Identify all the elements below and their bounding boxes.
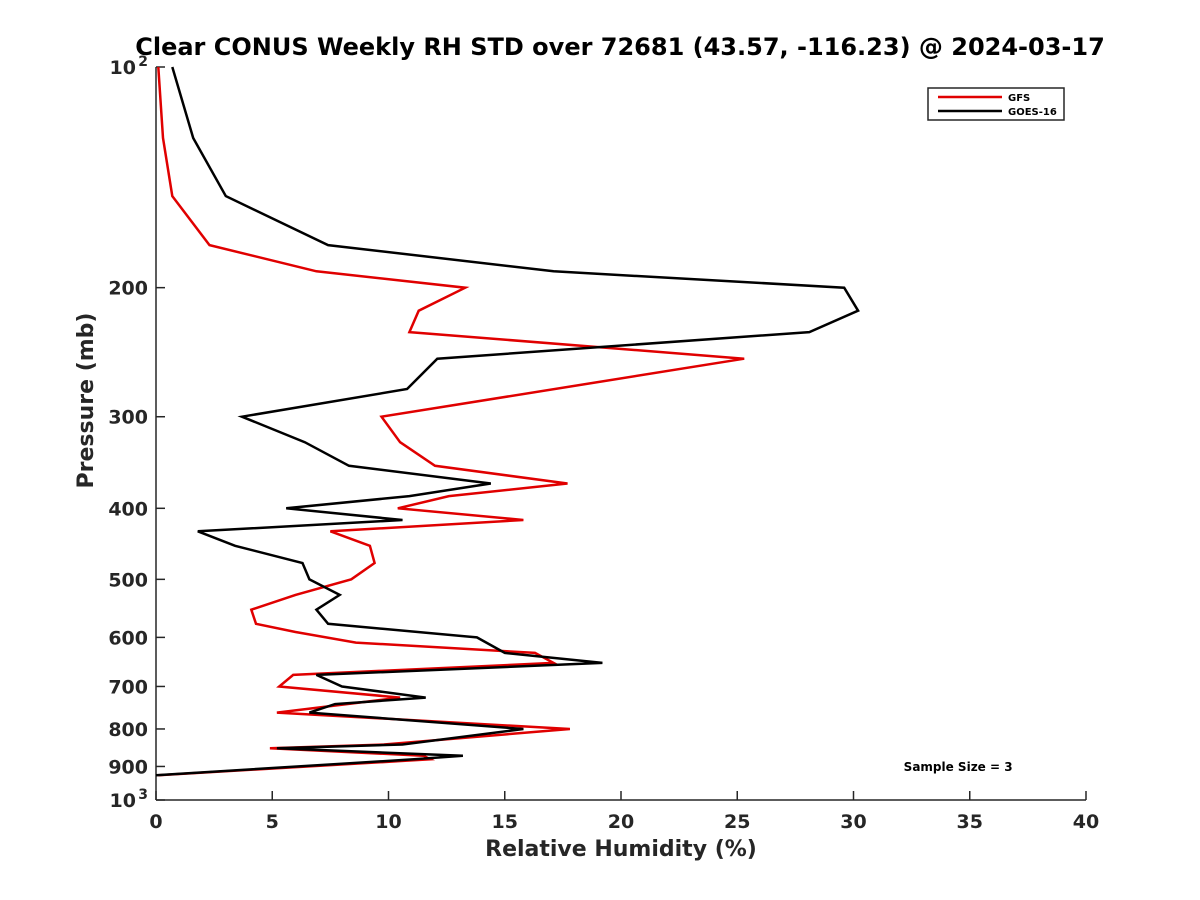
y-tick-label: 400 [108,498,148,520]
y-tick-exponent: 2 [138,54,148,70]
chart-title: Clear CONUS Weekly RH STD over 72681 (43… [135,33,1105,61]
x-tick-label: 15 [492,811,518,833]
x-tick-label: 10 [375,811,401,833]
x-tick-label: 5 [266,811,279,833]
x-axis-label: Relative Humidity (%) [485,837,757,862]
x-tick-label: 30 [840,811,866,833]
y-tick-label: 900 [108,756,148,778]
y-tick-label: 800 [108,719,148,741]
y-tick-label: 500 [108,569,148,591]
series-line-goes-16 [155,66,860,777]
y-tick-label: 600 [108,627,148,649]
y-tick-label: 300 [108,407,148,429]
x-tick-label: 40 [1073,811,1099,833]
series-lines [155,66,860,777]
y-axis-label: Pressure (mb) [74,313,99,489]
x-tick-label: 25 [724,811,750,833]
y-tick-label: 700 [108,676,148,698]
legend: GFS GOES-16 [927,87,1065,121]
sample-size-annotation: Sample Size = 3 [904,760,1013,774]
x-axis-ticks: 0 5 10 15 20 25 30 35 40 [149,791,1099,833]
y-tick-label: 10 [110,57,136,79]
y-tick-exponent: 3 [138,787,148,803]
x-tick-label: 35 [957,811,983,833]
legend-box [927,87,1065,121]
x-tick-label: 20 [608,811,634,833]
x-tick-label: 0 [149,811,162,833]
series-line-gfs [157,66,745,777]
y-tick-label: 200 [108,278,148,300]
legend-entry-label: GOES-16 [1008,107,1057,118]
plot-area: 0 5 10 15 20 25 30 35 40 10 220030040050060070080… [108,54,1099,833]
y-tick-label: 10 [110,790,136,812]
legend-entry-label: GFS [1008,93,1030,104]
